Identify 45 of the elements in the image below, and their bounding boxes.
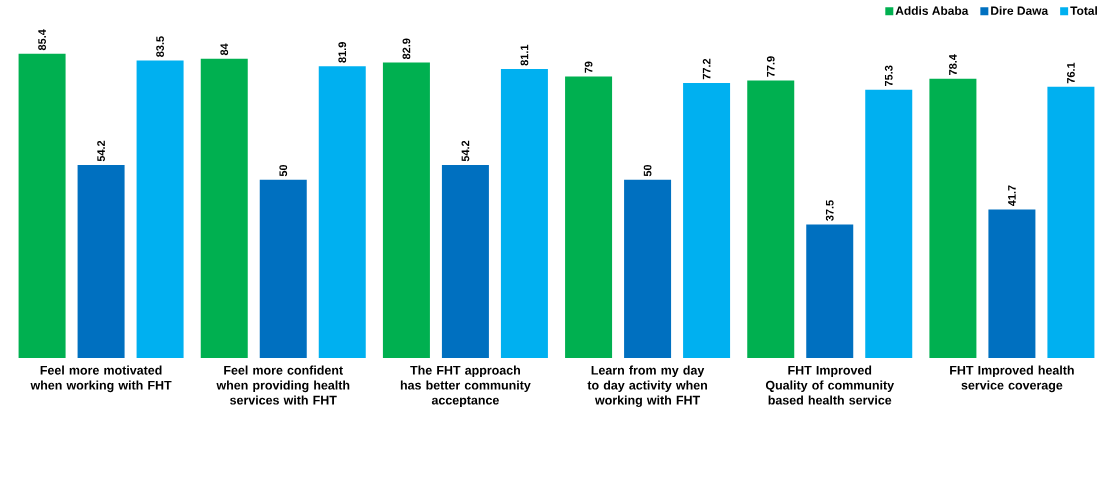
- legend-label: Addis Ababa: [895, 6, 969, 15]
- legend-label: Total: [1070, 6, 1097, 15]
- data-label: 77.2: [702, 58, 711, 80]
- data-label: 78.4: [949, 54, 957, 75]
- bar: [929, 78, 977, 358]
- data-label: 54.2: [461, 140, 470, 162]
- data-label: 83.5: [156, 36, 164, 57]
- bar: [624, 179, 672, 358]
- data-label: 50: [279, 164, 288, 177]
- x-tick-label: The FHT approach has better community acceptance: [400, 365, 531, 408]
- data-label: 50: [643, 164, 652, 177]
- x-tick-label: Learn from my day to day activity when working with FHT: [587, 365, 707, 408]
- bar: [441, 164, 489, 358]
- bar: [18, 53, 66, 358]
- bar: [200, 58, 248, 358]
- data-label: 81.1: [520, 44, 529, 66]
- x-tick-label: FHT Improved health service coverage: [950, 365, 1074, 393]
- x-tick-label: Feel more motivated when working with FHT: [30, 365, 172, 393]
- bar: [1047, 86, 1095, 358]
- x-tick-label: FHT Improved Quality of community based health service: [765, 365, 895, 405]
- data-label: 77.9: [766, 56, 775, 77]
- data-label: 54.2: [97, 140, 105, 162]
- bar: [683, 82, 731, 358]
- data-label: 75.3: [884, 65, 893, 87]
- legend-label: Dire Dawa: [991, 6, 1049, 15]
- data-label: 79: [584, 61, 593, 73]
- bar: [747, 80, 795, 358]
- data-label: 37.5: [825, 200, 834, 221]
- bar: [988, 209, 1036, 358]
- data-label: 76.1: [1067, 62, 1075, 84]
- x-tick-label: Feel more confident when providing health services with FHT: [216, 365, 350, 405]
- data-label: 82.9: [402, 38, 411, 60]
- bar: [77, 164, 125, 358]
- bar: [382, 62, 430, 358]
- bar: [806, 224, 854, 358]
- data-label: 85.4: [38, 29, 46, 51]
- data-label: 41.7: [1008, 185, 1016, 207]
- bar: [865, 89, 913, 358]
- data-label: 81.9: [338, 42, 347, 63]
- bar: [136, 60, 184, 358]
- bar: [500, 69, 548, 358]
- bar: [259, 179, 307, 358]
- bar: [565, 76, 613, 358]
- data-label: 84: [220, 43, 229, 56]
- bar: [318, 66, 366, 358]
